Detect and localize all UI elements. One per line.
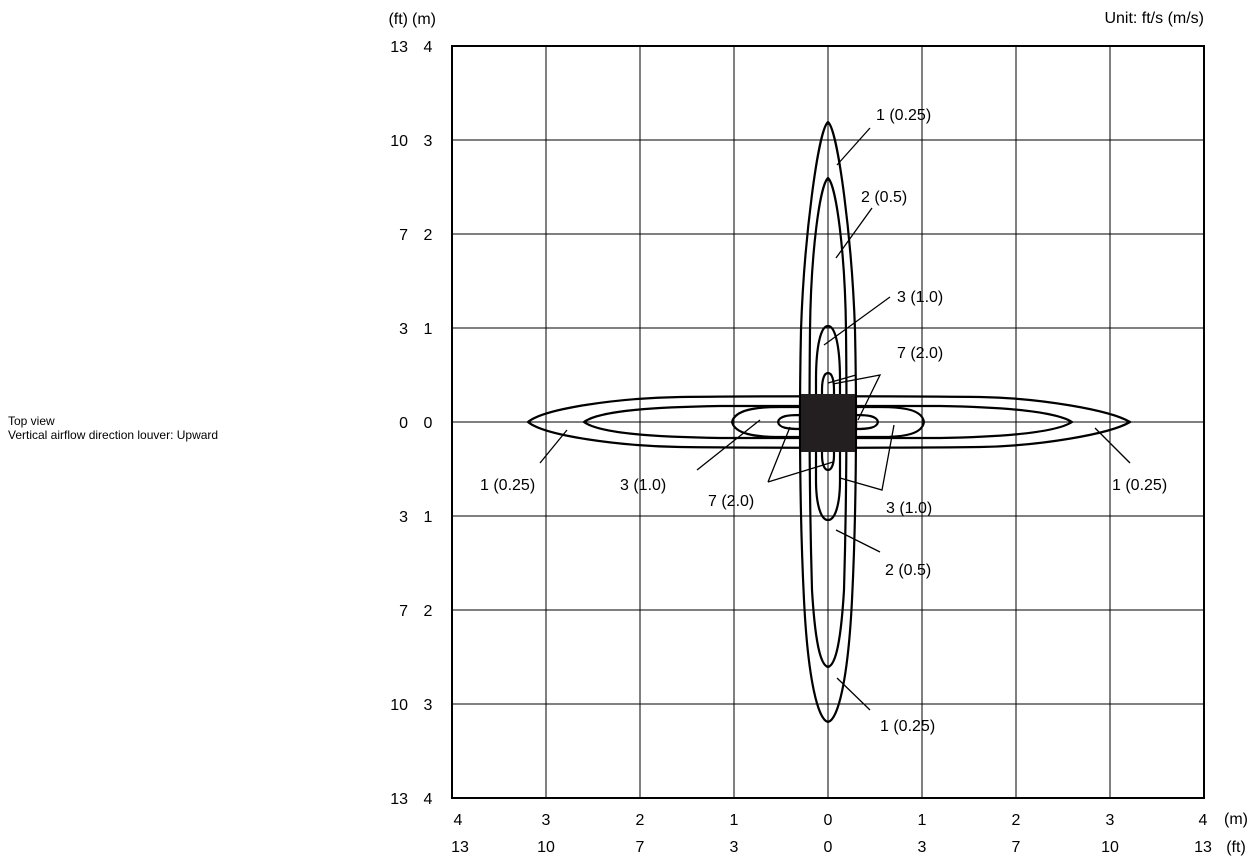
bottom-axis-m-unit: (m) bbox=[1224, 811, 1248, 828]
contour-2-vertical bbox=[808, 176, 848, 669]
contour-3-horizontal bbox=[730, 405, 926, 439]
contour-7-horizontal-right bbox=[854, 413, 880, 431]
left-axis-ft-header: (ft) bbox=[388, 11, 408, 28]
bottom-m-tick: 0 bbox=[824, 812, 833, 829]
left-ft-tick: 13 bbox=[390, 791, 408, 808]
left-ft-tick: 3 bbox=[399, 509, 408, 526]
left-ft-tick: 3 bbox=[399, 321, 408, 338]
bottom-ft-tick: 10 bbox=[537, 839, 555, 856]
indoor-unit bbox=[801, 394, 855, 452]
bottom-m-tick: 4 bbox=[1199, 812, 1208, 829]
bottom-m-tick: 2 bbox=[1012, 812, 1021, 829]
plot-frame bbox=[451, 45, 1205, 799]
left-axis: (ft) (m) 13 10 7 3 0 3 7 10 13 4 3 2 1 0… bbox=[388, 11, 436, 808]
left-axis-ft-ticks: 13 10 7 3 0 3 7 10 13 bbox=[390, 39, 408, 808]
contour-3-vertical bbox=[814, 324, 842, 522]
bottom-m-tick: 3 bbox=[542, 812, 551, 829]
left-m-tick: 2 bbox=[424, 227, 433, 244]
figure-caption: Top view Vertical airflow direction louv… bbox=[8, 414, 218, 442]
contour-1-horizontal bbox=[526, 395, 1133, 449]
caption-view: Top view bbox=[8, 414, 55, 428]
contour-label: 1 (0.25) bbox=[480, 477, 535, 494]
contour-labels: 1 (0.25) 2 (0.5) 3 (1.0) 7 (2.0) 1 (0.25… bbox=[480, 107, 1167, 735]
left-m-tick: 3 bbox=[424, 133, 433, 150]
contour-label: 1 (0.25) bbox=[876, 107, 931, 124]
bottom-ft-tick: 10 bbox=[1101, 839, 1119, 856]
left-m-tick: 1 bbox=[424, 321, 433, 338]
contour-1-vertical bbox=[798, 120, 858, 724]
velocity-contours bbox=[526, 120, 1133, 724]
bottom-m-tick: 4 bbox=[454, 812, 463, 829]
left-ft-tick: 7 bbox=[399, 227, 408, 244]
bottom-m-tick: 1 bbox=[918, 812, 927, 829]
bottom-ft-tick: 3 bbox=[918, 839, 927, 856]
contour-label: 3 (1.0) bbox=[897, 289, 943, 306]
bottom-ft-tick: 7 bbox=[636, 839, 645, 856]
contour-label: 2 (0.5) bbox=[885, 562, 931, 579]
left-axis-m-header: (m) bbox=[412, 11, 436, 28]
bottom-ft-tick: 3 bbox=[730, 839, 739, 856]
bottom-m-tick: 3 bbox=[1106, 812, 1115, 829]
left-m-tick: 3 bbox=[424, 697, 433, 714]
bottom-axis-ft-ticks: 13 10 7 3 0 3 7 10 13 bbox=[451, 839, 1212, 856]
left-m-tick: 2 bbox=[424, 603, 433, 620]
left-ft-tick: 7 bbox=[399, 603, 408, 620]
bottom-axis-ft-unit: (ft) bbox=[1226, 839, 1246, 856]
left-ft-tick: 0 bbox=[399, 415, 408, 432]
bottom-m-tick: 1 bbox=[730, 812, 739, 829]
bottom-ft-tick: 7 bbox=[1012, 839, 1021, 856]
bottom-ft-tick: 0 bbox=[824, 839, 833, 856]
contour-label: 3 (1.0) bbox=[886, 500, 932, 517]
contour-label: 1 (0.25) bbox=[880, 718, 935, 735]
contour-label: 2 (0.5) bbox=[861, 189, 907, 206]
contour-2-horizontal bbox=[582, 404, 1075, 440]
left-m-tick: 1 bbox=[424, 509, 433, 526]
left-ft-tick: 13 bbox=[390, 39, 408, 56]
leader-lines bbox=[539, 127, 1131, 711]
bottom-axis-m-ticks: 4 3 2 1 0 1 2 3 4 bbox=[454, 812, 1208, 829]
left-ft-tick: 10 bbox=[390, 697, 408, 714]
unit-label: Unit: ft/s (m/s) bbox=[1104, 10, 1204, 27]
bottom-ft-tick: 13 bbox=[451, 839, 469, 856]
contour-label: 7 (2.0) bbox=[897, 345, 943, 362]
bottom-m-tick: 2 bbox=[636, 812, 645, 829]
left-ft-tick: 10 bbox=[390, 133, 408, 150]
bottom-ft-tick: 13 bbox=[1194, 839, 1212, 856]
contour-label: 3 (1.0) bbox=[620, 477, 666, 494]
caption-louver: Vertical airflow direction louver: Upwar… bbox=[8, 428, 219, 442]
left-axis-m-ticks: 4 3 2 1 0 1 2 3 4 bbox=[424, 39, 433, 808]
left-m-tick: 4 bbox=[424, 791, 433, 808]
left-m-tick: 0 bbox=[424, 415, 433, 432]
contour-label: 1 (0.25) bbox=[1112, 477, 1167, 494]
left-m-tick: 4 bbox=[424, 39, 433, 56]
bottom-axis: 4 3 2 1 0 1 2 3 4 13 10 7 3 0 3 7 10 13 … bbox=[451, 811, 1248, 856]
contour-7-horizontal-left bbox=[776, 413, 802, 431]
contour-label: 7 (2.0) bbox=[708, 493, 754, 510]
